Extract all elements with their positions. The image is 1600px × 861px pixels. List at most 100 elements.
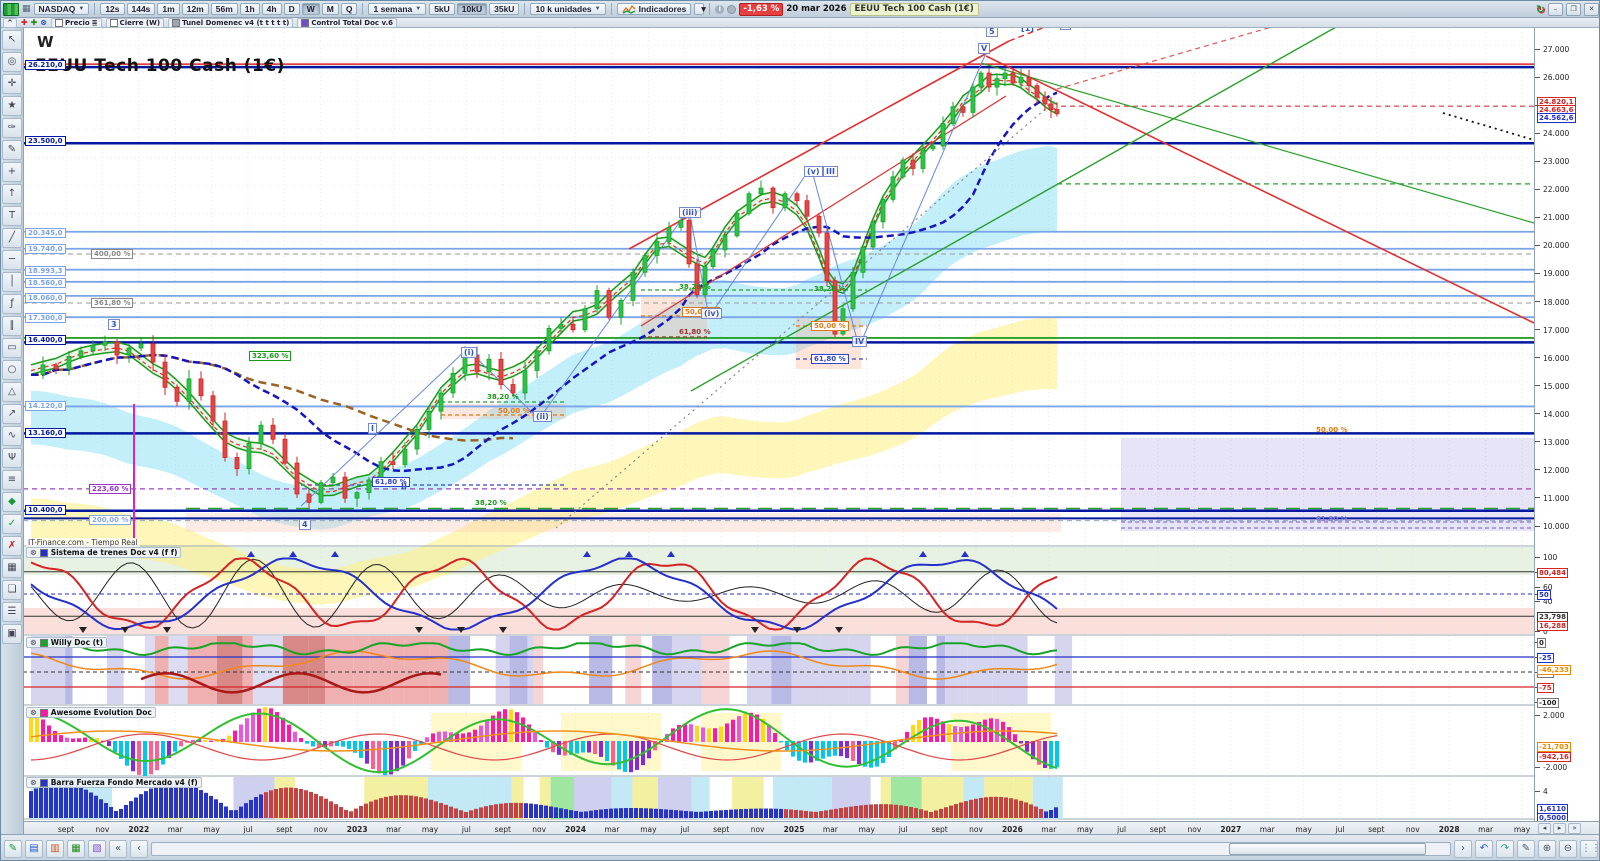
brush-tool[interactable]: ✑ xyxy=(2,118,22,138)
legend-item-2[interactable]: Tunel Domenec v4 (t t t t t) xyxy=(168,17,294,28)
tick-mark xyxy=(1535,385,1540,387)
doc-table-icon[interactable]: ▥ xyxy=(46,839,64,858)
pitchfork-tool[interactable]: Ψ xyxy=(2,448,22,468)
timeframe-12s[interactable]: 12s xyxy=(100,3,125,15)
legend-item-3[interactable]: Control Total Doc v.6 xyxy=(297,17,398,28)
check-tool[interactable]: ✓ xyxy=(2,514,22,534)
marker-green-tool[interactable]: ◆ xyxy=(2,492,22,512)
fibonacci-tool[interactable]: ƒ xyxy=(2,294,22,314)
scroll-left-button[interactable]: ◂ xyxy=(1538,822,1551,834)
timeframe-4h[interactable]: 4h xyxy=(261,3,282,15)
timeframe-1m[interactable]: 1m xyxy=(157,3,180,15)
draw-pencil-icon[interactable]: ✎ xyxy=(4,839,22,858)
close-circle-icon[interactable]: ⊗ xyxy=(40,18,47,27)
panel-header-barra-fuerza[interactable]: ⊗ Barra Fuerza Fondo Mercado v4 (f) xyxy=(26,777,202,788)
zoom-in-icon[interactable]: ⊕ xyxy=(1538,839,1556,858)
period-dropdown[interactable]: 1 semana ▼ xyxy=(368,3,427,15)
price-level-label: 20.345,0 xyxy=(25,228,66,238)
time-axis[interactable]: sept nov 2022 mar may jul sept nov 2023 mar may jul… xyxy=(23,821,1534,835)
measure-tool[interactable]: ≡ xyxy=(2,470,22,490)
symbol-dropdown[interactable]: NASDAQ ▼ xyxy=(33,3,90,15)
timeframe-144s[interactable]: 144s xyxy=(126,3,156,15)
unit-35kU[interactable]: 35kU xyxy=(489,3,520,15)
legend-item-0[interactable]: Precio ≣ xyxy=(50,17,102,28)
panel-close-icon[interactable]: ⊗ xyxy=(30,548,37,557)
collapse-button[interactable]: ^ xyxy=(3,17,17,28)
grip-icon[interactable]: ⋮⋮ xyxy=(1580,839,1599,858)
wave-tool[interactable]: ∿ xyxy=(2,426,22,446)
redo-icon[interactable]: ↷ xyxy=(1496,839,1514,858)
horizontal-scrollbar[interactable] xyxy=(151,841,1451,856)
price-axis[interactable]: 27.00026.00025.00024.00023.00022.00021.0… xyxy=(1534,28,1599,823)
unit-10kU[interactable]: 10kU xyxy=(456,3,488,15)
pan-tool[interactable]: ✛ xyxy=(2,74,22,94)
panel-close-icon[interactable]: ⊗ xyxy=(30,638,37,647)
hline-tool[interactable]: ─ xyxy=(2,250,22,270)
panel-header-willy-doc[interactable]: ⊗ Willy Doc (t) xyxy=(26,637,108,648)
timeframe-12m[interactable]: 12m xyxy=(181,3,209,15)
grid-tool[interactable]: ▦ xyxy=(2,558,22,578)
scroll-left-button[interactable]: ‹ xyxy=(130,839,148,858)
favorites-tool[interactable]: ★ xyxy=(2,96,22,116)
timeframe-D[interactable]: D xyxy=(283,3,300,15)
channel-tool[interactable]: ∥ xyxy=(2,316,22,336)
legend-list-icon[interactable]: ≣ xyxy=(91,18,98,27)
arrow-tool[interactable]: ↗ xyxy=(2,404,22,424)
jump-end-button[interactable]: » xyxy=(1568,822,1581,834)
indicator-value-tag: -942,16 xyxy=(1537,752,1571,762)
zoom-out-icon[interactable]: ⊖ xyxy=(1559,839,1577,858)
layers-tool[interactable]: ❏ xyxy=(2,580,22,600)
timeframe-M[interactable]: M xyxy=(321,3,339,15)
trendline-tool[interactable]: ╱ xyxy=(2,228,22,248)
scroll-far-left-button[interactable]: « xyxy=(109,839,127,858)
tick-mark xyxy=(1535,357,1540,359)
restore-button[interactable]: ❒ xyxy=(1566,2,1581,16)
pointer-alt-tool[interactable]: ↑ xyxy=(2,184,22,204)
panel-close-icon[interactable]: ⊗ xyxy=(30,778,37,787)
undo-icon[interactable]: ↶ xyxy=(1475,839,1493,858)
zoom-tool[interactable]: ◎ xyxy=(2,52,22,72)
price-tick: 15.000 xyxy=(1543,381,1570,391)
rectangle-tool[interactable]: ▭ xyxy=(2,338,22,358)
unit-5kU[interactable]: 5kU xyxy=(429,3,455,15)
timeframe-Q[interactable]: Q xyxy=(340,3,358,15)
crosshair-tool[interactable]: + xyxy=(2,162,22,182)
close-button[interactable]: ✕ xyxy=(1584,2,1599,16)
refresh-icon[interactable]: ↻ xyxy=(1535,2,1545,16)
scroll-right-button[interactable]: › xyxy=(1454,839,1472,858)
text-tool[interactable]: T xyxy=(2,206,22,226)
snapshot-tool[interactable]: ▣ xyxy=(2,624,22,644)
units-dropdown[interactable]: 10 k unidades ▼ xyxy=(530,3,606,15)
settings-tool[interactable]: ☰ xyxy=(2,602,22,622)
doc-notes-icon[interactable]: ▧ xyxy=(88,839,106,858)
timeframe-W[interactable]: W xyxy=(301,3,320,15)
panel-close-icon[interactable]: ⊗ xyxy=(30,708,37,717)
scrollbar-thumb[interactable] xyxy=(1229,842,1427,855)
minimize-button[interactable]: – xyxy=(1548,2,1563,16)
fibonacci-label: 400,00 % xyxy=(91,249,134,259)
time-label: jul xyxy=(898,825,908,834)
edit-icon[interactable]: ✎ xyxy=(1517,839,1535,858)
chart-canvas[interactable] xyxy=(23,28,1534,821)
pencil-tool[interactable]: ✎ xyxy=(2,140,22,160)
timeframe-1h[interactable]: 1h xyxy=(239,3,260,15)
info-icon[interactable]: i xyxy=(715,4,725,14)
doc-chart-icon[interactable]: ▤ xyxy=(25,839,43,858)
scroll-right-button[interactable]: ▸ xyxy=(1553,822,1566,834)
panel-header-sistema-trenes[interactable]: ⊗ Sistema de trenes Doc v4 (f f) xyxy=(26,547,182,558)
doc-grid-icon[interactable]: ▦ xyxy=(67,839,85,858)
timeframe-56m[interactable]: 56m xyxy=(210,3,238,15)
chart-title: EEUU Tech 100 Cash (1€) xyxy=(35,56,285,76)
green-plus-icon[interactable]: ✚ xyxy=(30,18,38,27)
elliott-wave-label: III xyxy=(823,166,838,177)
vline-tool[interactable]: │ xyxy=(2,272,22,292)
indicators-button[interactable]: Indicadores xyxy=(616,3,692,15)
ellipse-tool[interactable]: ○ xyxy=(2,360,22,380)
cursor-tool[interactable]: ↖ xyxy=(2,30,22,50)
legend-item-1[interactable]: Cierre (W) xyxy=(105,17,165,28)
panel-header-awesome-evolution[interactable]: ⊗ Awesome Evolution Doc xyxy=(26,707,156,718)
triangle-tool[interactable]: △ xyxy=(2,382,22,402)
delete-tool[interactable]: ✗ xyxy=(2,536,22,556)
indicators-caret-button[interactable]: ▼ xyxy=(694,3,708,15)
red-plus-icon[interactable]: ✚ xyxy=(20,18,28,27)
